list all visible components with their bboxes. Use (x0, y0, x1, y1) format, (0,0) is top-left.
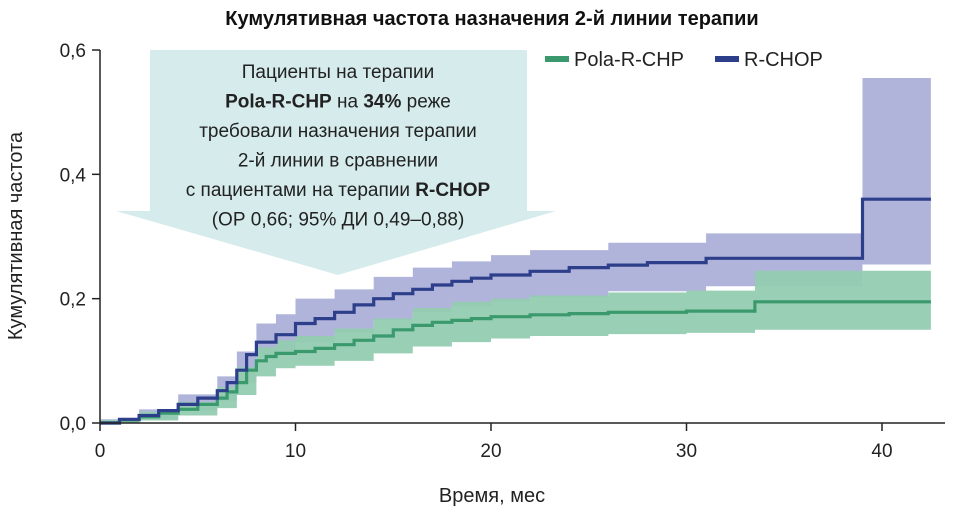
annotation-text: (ОР 0,66; 95% ДИ 0,49–0,88) (212, 210, 465, 231)
annotation-bold-text: Pola-R-CHP (225, 92, 332, 113)
confidence-band-pola-r-chp (100, 270, 931, 423)
legend-label: Pola-R-CHP (574, 49, 684, 71)
y-axis-ticks: 0,0 0,2 0,4 0,6 (60, 41, 100, 435)
x-tick-label: 0 (95, 441, 106, 462)
annotation-bold-text: 34% (363, 92, 401, 113)
x-tick-label: 30 (676, 441, 697, 462)
annotation-text: требовали назначения терапии (199, 121, 477, 142)
confidence-bands (100, 77, 931, 423)
y-axis-label: Кумулятивная частота (5, 131, 27, 340)
annotation-text: 2-й линии в сравнении (238, 151, 438, 172)
series-lines (100, 197, 931, 425)
legend-swatch (545, 56, 569, 62)
annotation-line: с пациентами на терапии R-CHOP (186, 180, 491, 201)
y-tick-label: 0,4 (60, 165, 87, 186)
annotation-line: (ОР 0,66; 95% ДИ 0,49–0,88) (212, 210, 465, 231)
x-tick-label: 40 (871, 441, 892, 462)
series-line-pola-r-chp (100, 300, 931, 425)
legend-swatch (715, 56, 739, 62)
legend-label: R-CHOP (744, 49, 823, 71)
chart-title: Кумулятивная частота назначения 2-й лини… (225, 8, 758, 30)
legend: Pola-R-CHP R-CHOP (545, 49, 823, 71)
x-tick-label: 10 (285, 441, 306, 462)
annotation-arrow-shape (116, 50, 556, 275)
axes (99, 50, 945, 424)
x-tick-label: 20 (480, 441, 501, 462)
x-axis-label: Время, мес (439, 485, 545, 507)
y-tick-label: 0,6 (60, 41, 86, 62)
annotation-text: Пациенты на терапии (242, 62, 434, 83)
y-tick-label: 0,2 (60, 290, 86, 311)
annotation-line: требовали назначения терапии (199, 121, 477, 142)
annotation-text: реже (401, 92, 450, 113)
annotation-callout: Пациенты на терапии Pola-R-CHP на 34% реж… (116, 50, 556, 275)
x-axis-ticks: 0 10 20 30 40 (95, 423, 893, 462)
annotation-text: с пациентами на терапии (186, 180, 416, 201)
annotation-line: Pola-R-CHP на 34% реже (225, 92, 451, 113)
annotation-text: на (332, 92, 364, 113)
annotation-line: Пациенты на терапии (242, 62, 434, 83)
y-tick-label: 0,0 (60, 414, 86, 435)
annotation-line: 2-й линии в сравнении (238, 151, 438, 172)
series-line-r-chop (100, 197, 931, 425)
annotation-bold-text: R-CHOP (415, 180, 490, 201)
